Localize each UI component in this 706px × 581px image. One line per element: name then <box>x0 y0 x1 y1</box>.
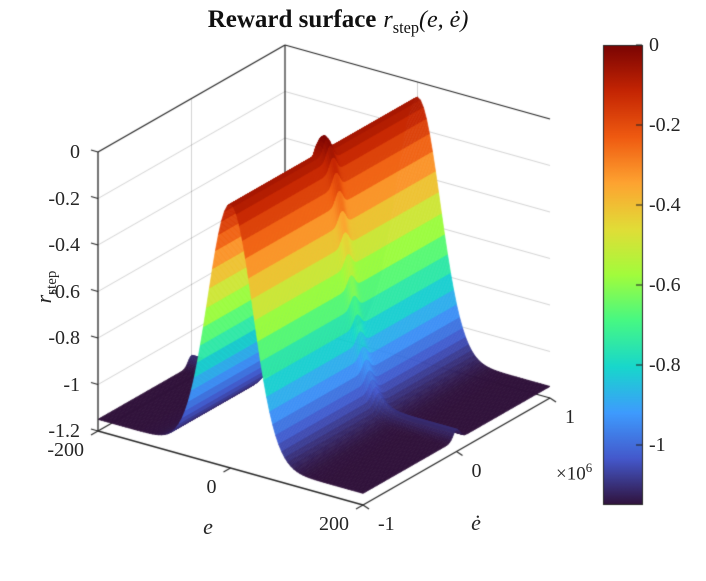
z-tick-label: 0 <box>70 141 80 163</box>
y-axis-label-text: ė <box>471 510 481 535</box>
x-axis-label: e <box>203 516 213 538</box>
y-tick-label: 1 <box>565 406 575 428</box>
z-tick-label: -1.2 <box>48 420 80 442</box>
colorbar-tick-label: -1 <box>649 434 666 456</box>
plot-title: Reward surface rstep(e, ė) <box>208 6 469 42</box>
colorbar-tick-label: -0.4 <box>649 194 681 216</box>
x-tick-label: 0 <box>206 476 217 498</box>
title-math: rstep(e, ė) <box>383 7 469 37</box>
z-tick-label: -0.8 <box>48 327 80 349</box>
colorbar-tick-label: -0.6 <box>649 274 681 296</box>
x-tick-label: -200 <box>47 439 84 461</box>
title-prefix: Reward surface <box>207 6 377 33</box>
x-axis-label-text: e <box>203 514 213 539</box>
y-tick-label: 0 <box>471 459 482 482</box>
colorbar-tick-label: 0 <box>649 34 659 56</box>
y-axis-multiplier-exp: 6 <box>585 460 593 475</box>
z-tick-label: -0.2 <box>48 187 80 210</box>
y-tick-label: -1 <box>378 513 395 535</box>
z-tick-label: -0.4 <box>48 234 80 256</box>
title-fn-sub: step <box>392 17 420 37</box>
title-fn-args: (e, ė) <box>419 7 469 33</box>
title-fn-var: r <box>383 7 393 33</box>
colorbar-tick-label: -0.8 <box>649 354 681 376</box>
z-tick-label: -0.6 <box>48 280 80 303</box>
y-axis-multiplier-base: ×10 <box>556 463 586 485</box>
y-axis-label: ė <box>471 512 481 534</box>
x-tick-label: 200 <box>319 513 349 535</box>
y-axis-multiplier: ×106 <box>556 458 592 484</box>
colorbar-tick-label: -0.2 <box>649 114 681 136</box>
z-tick-label: -1 <box>63 373 80 396</box>
